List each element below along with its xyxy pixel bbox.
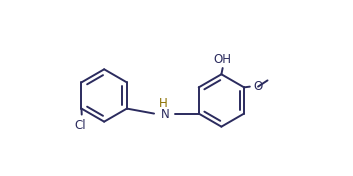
Text: N: N [161, 108, 170, 121]
Text: H: H [159, 97, 168, 110]
Text: OH: OH [214, 53, 232, 65]
Text: O: O [253, 80, 263, 93]
Text: Cl: Cl [74, 119, 86, 132]
